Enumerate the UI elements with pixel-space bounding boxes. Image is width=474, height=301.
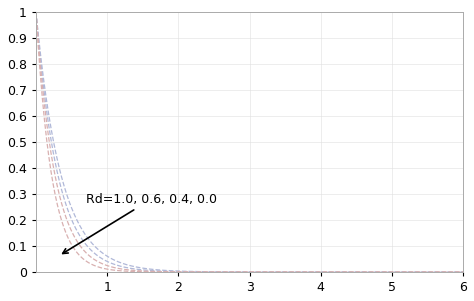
Text: Rd=1.0, 0.6, 0.4, 0.0: Rd=1.0, 0.6, 0.4, 0.0 — [63, 193, 217, 253]
